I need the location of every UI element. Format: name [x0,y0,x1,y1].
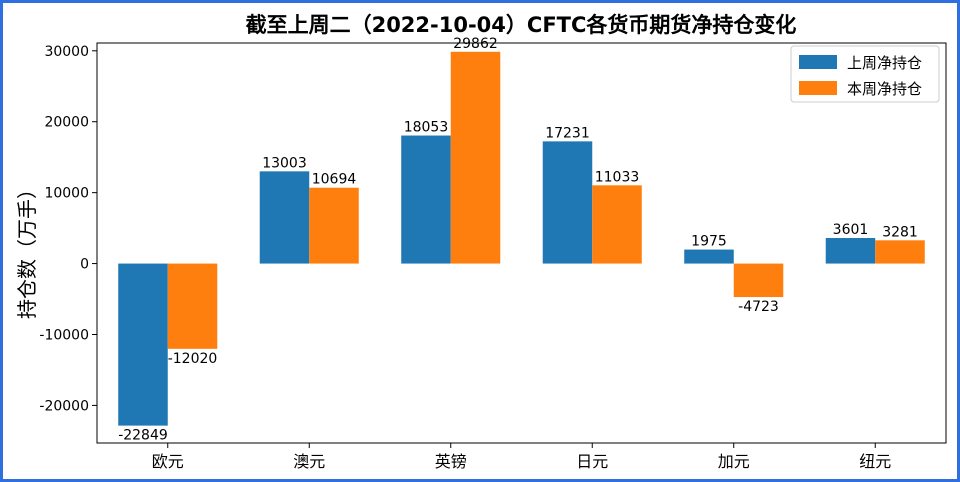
y-tick-label: 30000 [44,44,89,60]
y-tick-label: 0 [80,257,89,273]
chart-title: 截至上周二（2022-10-04）CFTC各货币期货净持仓变化 [246,13,797,37]
bar [309,187,359,264]
bar [118,263,168,426]
y-tick-label: -10000 [39,327,89,343]
y-tick-label: 10000 [44,186,89,202]
bar [592,185,642,264]
data-label: -12020 [168,351,218,367]
y-tick-label: -20000 [39,398,89,414]
data-label: 13003 [262,155,307,171]
bar [542,141,593,264]
x-tick-label: 日元 [576,452,608,471]
y-tick-label: 20000 [44,115,89,131]
data-label: 3601 [833,222,869,238]
legend-label: 上周净持仓 [847,54,922,72]
data-label: 29862 [453,36,498,52]
data-label: 10694 [312,172,357,188]
bar [450,51,501,264]
x-tick-label: 英镑 [435,452,467,471]
bar [401,135,451,264]
bar [259,171,310,264]
plot-area: -20000 -10000 0 10000 20000 30000 -22849 13003 1… [39,36,947,471]
bar [825,238,876,264]
data-label: 3281 [882,224,918,240]
bar [875,240,925,264]
data-label: 17231 [545,125,590,141]
bar [167,263,218,349]
data-label: -22849 [118,428,168,444]
data-label: 1975 [691,234,727,250]
x-tick-label: 欧元 [152,452,184,471]
x-tick-label: 加元 [718,452,750,471]
x-tick-label: 纽元 [859,452,891,471]
legend-label: 本周净持仓 [847,80,922,98]
x-tick-label: 澳元 [293,452,325,471]
bar [684,249,734,264]
legend-swatch [799,81,837,95]
bar [733,263,784,298]
plot-frame [96,42,947,444]
data-label: -4723 [738,299,779,315]
legend-swatch [799,55,837,69]
data-label: 18053 [404,120,449,136]
data-label: 11033 [595,169,640,185]
y-axis-label: 持仓数（万手） [15,179,39,319]
